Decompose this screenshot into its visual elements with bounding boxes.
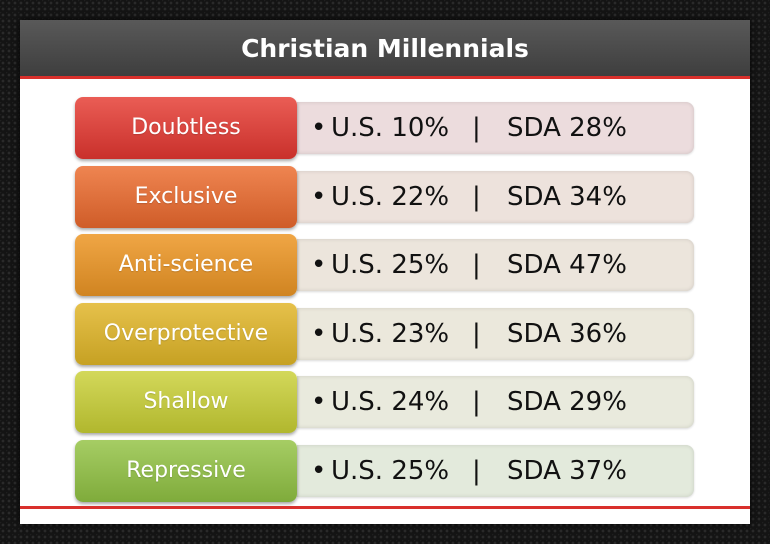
stats-box: • U.S. 25% | SDA 47% [297,239,694,292]
bullet-icon: • [311,456,327,486]
title-divider [20,76,750,79]
stats-box: • U.S. 23% | SDA 36% [297,307,694,360]
us-percentage: U.S. 25% [331,456,450,486]
category-row: • U.S. 24% | SDA 29% Shallow [75,371,695,434]
bullet-icon: • [311,113,327,143]
sda-percentage: SDA 28% [507,113,627,143]
separator: | [472,113,481,143]
stats-box: • U.S. 25% | SDA 37% [297,445,694,497]
slide: Christian Millennials • U.S. 10% | SDA 28% D… [20,20,750,524]
stats-box: • U.S. 10% | SDA 28% [297,102,694,154]
us-percentage: U.S. 23% [331,318,450,349]
sda-percentage: SDA 37% [507,456,627,486]
separator: | [472,456,481,486]
footer-divider [20,506,750,509]
category-row: • U.S. 23% | SDA 36% Overprotective [75,302,695,365]
category-label: Shallow [75,371,297,434]
separator: | [472,250,481,281]
sda-percentage: SDA 34% [507,181,627,212]
category-row: • U.S. 22% | SDA 34% Exclusive [75,165,695,228]
us-percentage: U.S. 25% [331,250,450,281]
separator: | [472,387,481,418]
bullet-icon: • [311,387,327,418]
category-row: • U.S. 10% | SDA 28% Doubtless [75,97,695,159]
category-label: Doubtless [75,97,297,159]
slide-title: Christian Millennials [20,20,750,76]
category-row: • U.S. 25% | SDA 37% Repressive [75,440,695,502]
bullet-icon: • [311,318,327,349]
category-label: Overprotective [75,302,297,365]
category-label: Repressive [75,440,297,502]
category-label: Anti-science [75,234,297,297]
sda-percentage: SDA 36% [507,318,627,349]
us-percentage: U.S. 24% [331,387,450,418]
sda-percentage: SDA 47% [507,250,627,281]
category-row: • U.S. 25% | SDA 47% Anti-science [75,234,695,297]
us-percentage: U.S. 22% [331,181,450,212]
separator: | [472,318,481,349]
separator: | [472,181,481,212]
bullet-icon: • [311,181,327,212]
stats-box: • U.S. 24% | SDA 29% [297,376,694,429]
bullet-icon: • [311,250,327,281]
stats-box: • U.S. 22% | SDA 34% [297,170,694,223]
us-percentage: U.S. 10% [331,113,450,143]
category-label: Exclusive [75,165,297,228]
sda-percentage: SDA 29% [507,387,627,418]
footer-band [20,509,750,524]
